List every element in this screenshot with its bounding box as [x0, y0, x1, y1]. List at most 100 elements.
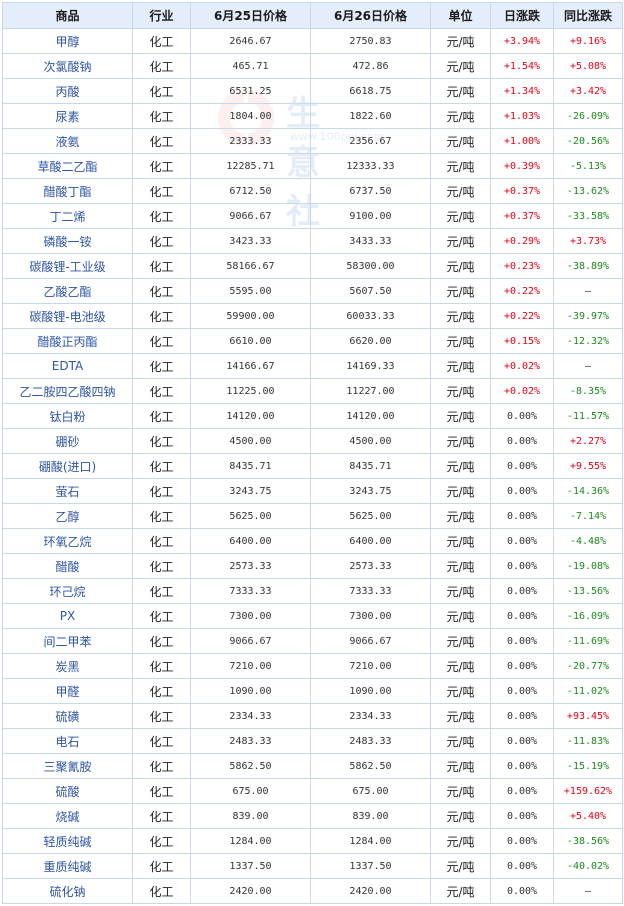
product-link[interactable]: 碳酸锂-电池级	[2, 303, 133, 329]
price-0625-cell: 1090.00	[190, 678, 311, 704]
price-0625-cell: 2646.67	[190, 28, 311, 54]
yoy-change-cell: +3.73%	[553, 228, 623, 254]
product-link[interactable]: 炭黑	[2, 653, 133, 679]
product-link[interactable]: 环己烷	[2, 578, 133, 604]
product-link[interactable]: 烧碱	[2, 803, 133, 829]
price-0626-cell: 1337.50	[310, 853, 431, 879]
price-0625-cell: 58166.67	[190, 253, 311, 279]
industry-cell: 化工	[132, 253, 191, 279]
table-row: 三聚氰胺 化工 5862.50 5862.50 元/吨 0.00% -15.19%	[2, 753, 623, 779]
price-0626-cell: 6737.50	[310, 178, 431, 204]
product-link[interactable]: 乙醇	[2, 503, 133, 529]
industry-cell: 化工	[132, 128, 191, 154]
daily-change-cell: 0.00%	[490, 853, 554, 879]
price-0625-cell: 6610.00	[190, 328, 311, 354]
unit-cell: 元/吨	[430, 228, 491, 254]
product-link[interactable]: 碳酸锂-工业级	[2, 253, 133, 279]
daily-change-cell: 0.00%	[490, 503, 554, 529]
daily-change-cell: +1.00%	[490, 128, 554, 154]
unit-cell: 元/吨	[430, 428, 491, 454]
yoy-change-cell: -38.89%	[553, 253, 623, 279]
unit-cell: 元/吨	[430, 478, 491, 504]
product-link[interactable]: 钛白粉	[2, 403, 133, 429]
product-link[interactable]: 次氯酸钠	[2, 53, 133, 79]
industry-cell: 化工	[132, 703, 191, 729]
industry-cell: 化工	[132, 628, 191, 654]
price-0626-cell: 472.86	[310, 53, 431, 79]
product-link[interactable]: 乙二胺四乙酸四钠	[2, 378, 133, 404]
industry-cell: 化工	[132, 328, 191, 354]
industry-cell: 化工	[132, 453, 191, 479]
table-row: 乙二胺四乙酸四钠 化工 11225.00 11227.00 元/吨 +0.02% -8.35…	[2, 378, 623, 404]
product-link[interactable]: EDTA	[2, 353, 133, 379]
product-link[interactable]: 丙酸	[2, 78, 133, 104]
table-row: 硫酸 化工 675.00 675.00 元/吨 0.00% +159.62%	[2, 778, 623, 804]
product-link[interactable]: 草酸二乙酯	[2, 153, 133, 179]
table-row: 间二甲苯 化工 9066.67 9066.67 元/吨 0.00% -11.69%	[2, 628, 623, 654]
product-link[interactable]: 醋酸正丙酯	[2, 328, 133, 354]
yoy-change-cell: -40.02%	[553, 853, 623, 879]
price-0625-cell: 5625.00	[190, 503, 311, 529]
price-0626-cell: 7333.33	[310, 578, 431, 604]
product-link[interactable]: 三聚氰胺	[2, 753, 133, 779]
table-row: 电石 化工 2483.33 2483.33 元/吨 0.00% -11.83%	[2, 728, 623, 754]
daily-change-cell: 0.00%	[490, 778, 554, 804]
product-link[interactable]: 液氨	[2, 128, 133, 154]
unit-cell: 元/吨	[430, 778, 491, 804]
product-link[interactable]: 磷酸一铵	[2, 228, 133, 254]
product-link[interactable]: 硫化钠	[2, 878, 133, 904]
product-link[interactable]: 环氧乙烷	[2, 528, 133, 554]
yoy-change-cell: -16.09%	[553, 603, 623, 629]
product-link[interactable]: 硼砂	[2, 428, 133, 454]
product-link[interactable]: 丁二烯	[2, 203, 133, 229]
yoy-change-cell: +3.42%	[553, 78, 623, 104]
yoy-change-cell: +5.08%	[553, 53, 623, 79]
daily-change-cell: +0.22%	[490, 303, 554, 329]
unit-cell: 元/吨	[430, 328, 491, 354]
price-0626-cell: 2334.33	[310, 703, 431, 729]
product-link[interactable]: 醋酸丁酯	[2, 178, 133, 204]
daily-change-cell: 0.00%	[490, 678, 554, 704]
yoy-change-cell: -19.08%	[553, 553, 623, 579]
product-link[interactable]: 电石	[2, 728, 133, 754]
product-link[interactable]: 甲醇	[2, 28, 133, 54]
table-row: 丙酸 化工 6531.25 6618.75 元/吨 +1.34% +3.42%	[2, 78, 623, 104]
price-0626-cell: 2356.67	[310, 128, 431, 154]
product-link[interactable]: 醋酸	[2, 553, 133, 579]
daily-change-cell: 0.00%	[490, 428, 554, 454]
yoy-change-cell: —	[553, 878, 623, 904]
product-link[interactable]: 萤石	[2, 478, 133, 504]
table-row: 碳酸锂-电池级 化工 59900.00 60033.33 元/吨 +0.22% -39.97…	[2, 303, 623, 329]
price-0626-cell: 12333.33	[310, 153, 431, 179]
price-0626-cell: 1822.60	[310, 103, 431, 129]
daily-change-cell: +0.22%	[490, 278, 554, 304]
product-link[interactable]: 轻质纯碱	[2, 828, 133, 854]
price-0625-cell: 1337.50	[190, 853, 311, 879]
industry-cell: 化工	[132, 403, 191, 429]
daily-change-cell: 0.00%	[490, 753, 554, 779]
daily-change-cell: 0.00%	[490, 453, 554, 479]
daily-change-cell: 0.00%	[490, 603, 554, 629]
table-row: 重质纯碱 化工 1337.50 1337.50 元/吨 0.00% -40.02%	[2, 853, 623, 879]
product-link[interactable]: 硫酸	[2, 778, 133, 804]
product-link[interactable]: 尿素	[2, 103, 133, 129]
industry-cell: 化工	[132, 503, 191, 529]
yoy-change-cell: +5.40%	[553, 803, 623, 829]
product-link[interactable]: 甲醛	[2, 678, 133, 704]
product-link[interactable]: 硫磺	[2, 703, 133, 729]
unit-cell: 元/吨	[430, 678, 491, 704]
industry-cell: 化工	[132, 478, 191, 504]
unit-cell: 元/吨	[430, 403, 491, 429]
price-0625-cell: 59900.00	[190, 303, 311, 329]
daily-change-cell: +1.03%	[490, 103, 554, 129]
daily-change-cell: +1.54%	[490, 53, 554, 79]
product-link[interactable]: PX	[2, 603, 133, 629]
product-link[interactable]: 间二甲苯	[2, 628, 133, 654]
product-link[interactable]: 乙酸乙酯	[2, 278, 133, 304]
table-row: 萤石 化工 3243.75 3243.75 元/吨 0.00% -14.36%	[2, 478, 623, 504]
product-link[interactable]: 重质纯碱	[2, 853, 133, 879]
yoy-change-cell: -7.14%	[553, 503, 623, 529]
product-link[interactable]: 硼酸(进口)	[2, 453, 133, 479]
daily-change-cell: +1.34%	[490, 78, 554, 104]
